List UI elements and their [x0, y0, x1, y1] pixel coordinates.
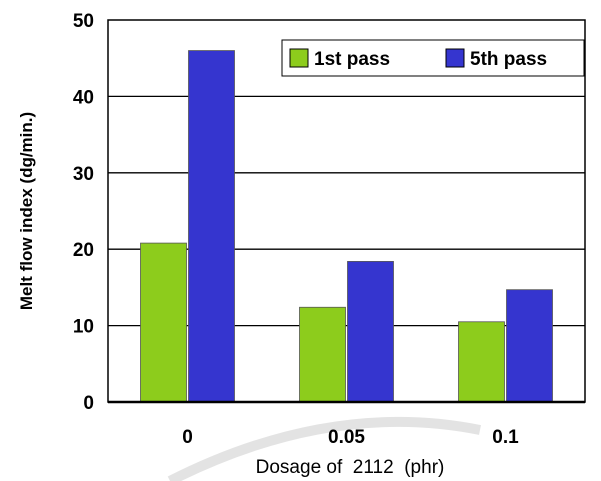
x-axis-title: Dosage of 2112 (phr) — [256, 457, 445, 478]
legend: 1st pass 5th pass — [281, 39, 585, 77]
legend-swatch-1st-pass — [289, 48, 309, 68]
x-tick-label: 0.1 — [492, 427, 519, 448]
y-tick-label: 0 — [83, 393, 94, 414]
x-axis-ticks: 0 0.05 0.1 — [182, 427, 519, 448]
bar-1st-pass-0.05 — [299, 306, 346, 403]
bar-1st-pass-0 — [140, 242, 187, 403]
legend-label-5th-pass: 5th pass — [470, 49, 547, 70]
bar-5th-pass-0 — [188, 50, 235, 403]
legend-label-1st-pass: 1st pass — [314, 49, 390, 70]
x-tick-label: 0 — [182, 427, 193, 448]
bars — [140, 50, 553, 403]
bar-5th-pass-0.05 — [347, 261, 394, 403]
legend-swatch-5th-pass — [445, 48, 465, 68]
y-tick-label: 40 — [73, 87, 94, 108]
y-axis-title: Melt flow index (dg/min.) — [17, 112, 36, 310]
bar-1st-pass-0.1 — [458, 321, 505, 403]
y-tick-label: 20 — [73, 240, 94, 261]
plot-area — [107, 19, 586, 404]
gridlines — [108, 95, 585, 327]
y-tick-label: 30 — [73, 164, 94, 185]
y-tick-label: 50 — [73, 11, 94, 32]
y-tick-label: 10 — [73, 317, 94, 338]
x-tick-label: 0.05 — [328, 427, 365, 448]
legend-box — [281, 39, 585, 77]
y-axis-ticks: 0 10 20 30 40 50 — [73, 11, 94, 414]
bar-5th-pass-0.1 — [506, 289, 553, 403]
watermark-arc — [167, 416, 481, 481]
